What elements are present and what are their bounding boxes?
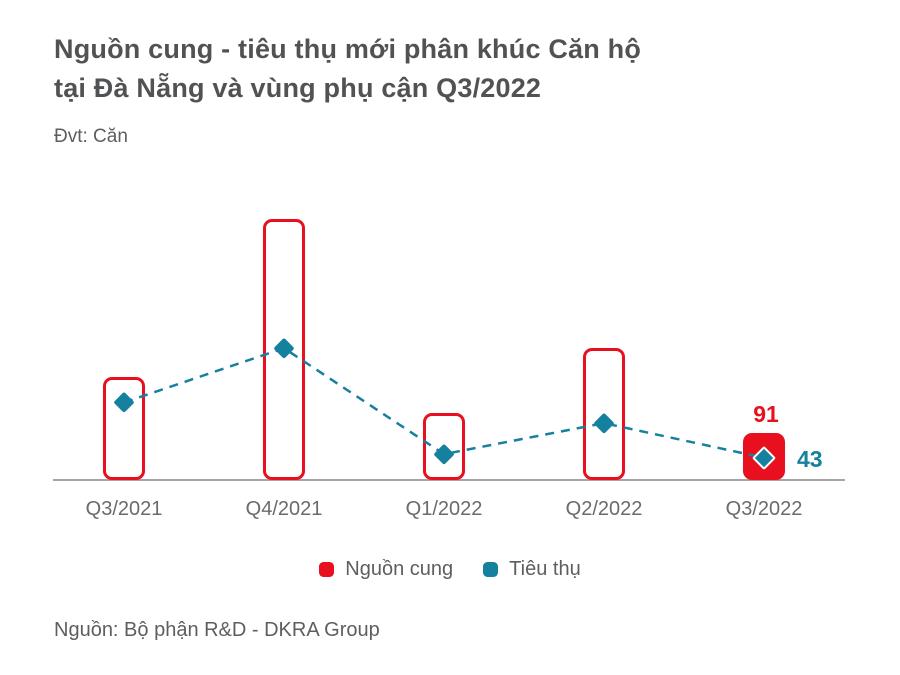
supply-swatch-icon <box>319 562 335 577</box>
legend: Nguồn cung Tiêu thụ <box>0 558 900 581</box>
x-axis-label-q4-2021: Q4/2021 <box>245 498 323 520</box>
supply-bar-q1-2022 <box>423 412 465 480</box>
supply-bar-q4-2021 <box>263 218 305 480</box>
unit-label: Đvt: Căn <box>54 126 128 147</box>
x-axis-label-q2-2022: Q2/2022 <box>565 498 643 520</box>
data-label-43: 43 <box>797 445 823 472</box>
x-axis-label-q3-2021: Q3/2021 <box>85 498 163 520</box>
source-credit: Nguồn: Bộ phận R&D - DKRA Group <box>54 619 380 641</box>
legend-label-consumption: Tiêu thụ <box>509 558 581 580</box>
x-axis-label-q3-2022: Q3/2022 <box>725 498 803 520</box>
supply-bar-q2-2022 <box>583 348 625 480</box>
x-axis-line <box>53 479 845 481</box>
chart-title-line1: Nguồn cung - tiêu thụ mới phân khúc Căn … <box>54 34 642 64</box>
data-label-91: 91 <box>753 400 779 427</box>
x-axis-label-q1-2022: Q1/2022 <box>405 498 483 520</box>
consumption-swatch-icon <box>483 562 499 577</box>
plot-area: Q3/2021 Q4/2021 Q1/2022 Q2/2022 Q3/2022 91 43 <box>53 218 845 520</box>
chart-title: Nguồn cung - tiêu thụ mới phân khúc Căn … <box>54 30 641 108</box>
legend-item-consumption: Tiêu thụ <box>483 558 581 581</box>
chart-title-line2: tại Đà Nẵng và vùng phụ cận Q3/2022 <box>54 73 542 103</box>
legend-label-supply: Nguồn cung <box>345 558 454 580</box>
supply-bar-q3-2021 <box>103 376 145 480</box>
legend-item-supply: Nguồn cung <box>319 558 453 581</box>
